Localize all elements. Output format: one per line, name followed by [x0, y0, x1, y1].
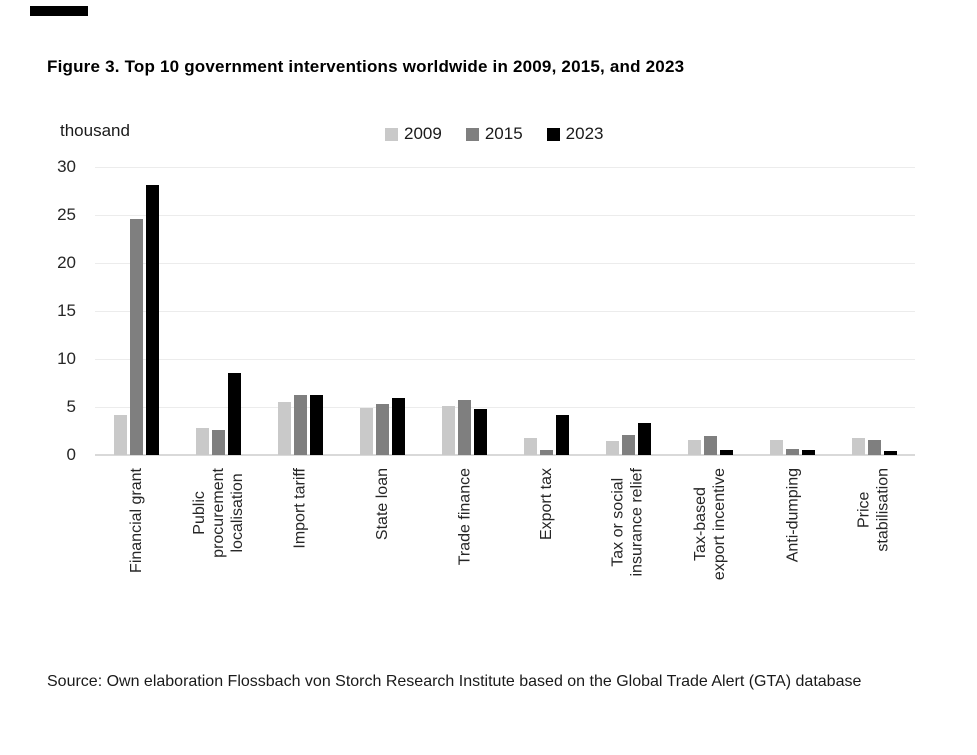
bar-2015-category-3	[293, 394, 307, 455]
bar-2023-category-4	[391, 398, 405, 455]
bar-2009-category-7	[605, 440, 619, 455]
bar-2009-category-1	[113, 414, 127, 455]
legend-swatch-2009	[385, 127, 398, 141]
y-axis-unit-label: thousand	[60, 121, 130, 140]
bar-2015-category-10	[867, 439, 881, 455]
gridline-20	[95, 263, 915, 264]
bar-2015-category-8	[703, 435, 717, 455]
top-left-marker-bar	[30, 6, 88, 16]
y-axis-tick-label-20: 20	[57, 253, 76, 272]
bar-2009-category-6	[523, 437, 537, 455]
bar-2009-category-2	[195, 428, 209, 455]
bar-2023-category-10	[883, 451, 897, 455]
y-axis-tick-label-5: 5	[66, 397, 76, 416]
x-axis-category-label: State loan	[373, 468, 391, 541]
chart-legend: 2009 2015 2023	[385, 124, 603, 144]
bar-2023-category-6	[555, 414, 569, 455]
bar-2009-category-4	[359, 407, 373, 455]
bar-2015-category-5	[457, 400, 471, 455]
bar-2023-category-1	[145, 185, 159, 455]
x-axis-category-label: Import tariff	[291, 468, 309, 549]
legend-label: 2009	[404, 124, 442, 143]
x-axis-category-label: Tax-based export incentive	[692, 468, 729, 581]
legend-item-2023: 2023	[546, 124, 604, 144]
y-axis-tick-label-10: 10	[57, 349, 76, 368]
figure-title: Figure 3. Top 10 government intervention…	[47, 57, 685, 76]
bar-2015-category-6	[539, 450, 553, 455]
legend-item-2009: 2009	[385, 124, 442, 144]
bar-2009-category-5	[441, 406, 455, 455]
bar-2015-category-4	[375, 404, 389, 455]
y-axis-tick-label-15: 15	[57, 301, 76, 320]
bar-2023-category-2	[227, 373, 241, 455]
x-axis-category-label: Price stabilisation	[855, 468, 892, 552]
bar-2023-category-5	[473, 408, 487, 455]
gridline-15	[95, 311, 915, 312]
gridline-0	[95, 454, 915, 456]
bar-2009-category-3	[277, 402, 291, 455]
x-axis-category-label: Anti-dumping	[783, 468, 801, 563]
bar-2023-category-7	[637, 423, 651, 455]
bar-2015-category-2	[211, 430, 225, 455]
bar-2015-category-9	[785, 449, 799, 455]
legend-item-2015: 2015	[465, 124, 523, 144]
legend-label: 2015	[484, 124, 523, 143]
y-axis-tick-label-25: 25	[57, 205, 76, 224]
x-axis-category-label: Trade finance	[455, 468, 473, 566]
x-axis-category-label: Financial grant	[127, 468, 145, 573]
legend-swatch-2023	[546, 127, 560, 141]
bar-2009-category-10	[851, 437, 865, 455]
bar-2023-category-8	[719, 450, 733, 455]
bar-2015-category-7	[621, 434, 635, 455]
x-axis-category-label: Public procurement localisation	[190, 468, 246, 558]
gridline-5	[95, 407, 915, 408]
y-axis-tick-label-30: 30	[57, 157, 76, 176]
x-axis-category-label: Tax or social insurance relief	[609, 468, 646, 577]
x-axis-category-label: Export tax	[537, 468, 555, 541]
gridline-30	[95, 167, 915, 168]
legend-swatch-2015	[465, 127, 479, 141]
legend-label: 2023	[565, 124, 604, 143]
source-attribution: Source: Own elaboration Flossbach von St…	[47, 673, 862, 690]
gridline-25	[95, 215, 915, 216]
bar-2009-category-9	[769, 439, 783, 455]
y-axis-tick-label-0: 0	[66, 445, 76, 464]
gridline-10	[95, 359, 915, 360]
bar-2009-category-8	[687, 439, 701, 455]
bar-2023-category-9	[801, 450, 815, 455]
bar-2015-category-1	[129, 218, 143, 455]
bar-2023-category-3	[309, 394, 323, 455]
